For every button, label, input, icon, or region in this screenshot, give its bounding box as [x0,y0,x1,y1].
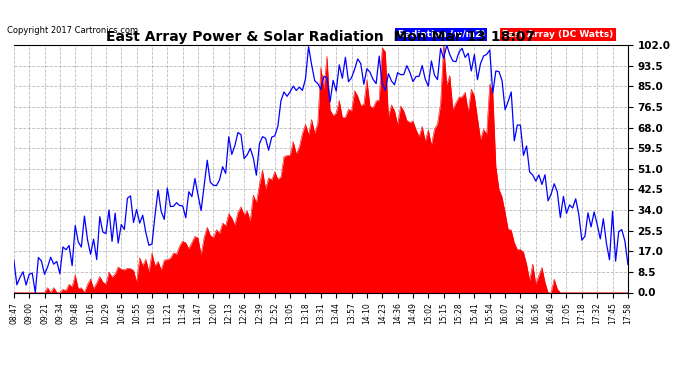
Text: Radiation (w/m2): Radiation (w/m2) [397,30,485,39]
Title: East Array Power & Solar Radiation  Mon Mar 13 18:07: East Array Power & Solar Radiation Mon M… [106,30,535,44]
Text: East Array (DC Watts): East Array (DC Watts) [502,30,613,39]
Text: Copyright 2017 Cartronics.com: Copyright 2017 Cartronics.com [7,26,138,35]
